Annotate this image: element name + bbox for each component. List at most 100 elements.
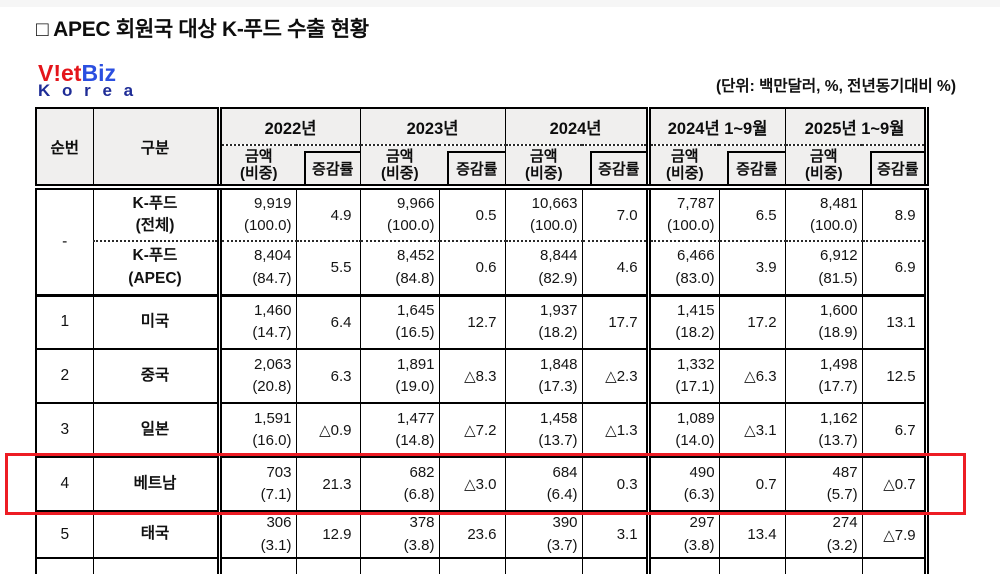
header-period-2024: 2024년 — [504, 108, 649, 146]
row-seq: 5 — [60, 525, 70, 543]
amount-share-cell: 1,848 (17.3) — [504, 349, 583, 403]
rate-label-box: 증감률 — [727, 151, 785, 181]
header-amount-2024: 금액 (비중) — [504, 145, 583, 190]
row-seq: 2 — [60, 367, 70, 384]
row-label: 태국 — [92, 511, 219, 558]
growth-rate-cell: 17.7 — [581, 295, 649, 349]
growth-rate-cell: △7.9 — [861, 511, 927, 558]
growth-rate-cell: 8.9 — [861, 187, 927, 242]
top-edge-strip — [0, 0, 1000, 7]
amount-share-cell: 2,063 (20.8) — [216, 349, 296, 403]
table-row: 5 태국 306 (3.1) 12.9 378 (3.8) 23.6 390 (3.7) 3.… — [36, 511, 927, 558]
amount-share-cell: 7,787 (100.0) — [645, 187, 720, 242]
row-label: K-푸드 (APEC) — [92, 241, 219, 295]
header-rate-2023: 증감률 — [439, 145, 506, 190]
header-rate-2025-ytd: 증감률 — [862, 145, 927, 190]
growth-rate-cell: 3.9 — [718, 241, 786, 295]
amount-share-cell: 9,966 (100.0) — [359, 187, 440, 242]
amount-share-cell: 1,891 (19.0) — [359, 349, 440, 403]
rate-label-box: 증감률 — [590, 151, 646, 181]
header-seq: 순번 — [36, 108, 93, 190]
table-header: 순번 구분 2022년 2023년 2024년 2024년 1~9월 2025년… — [36, 108, 927, 190]
amount-share-cell: 8,481 (100.0) — [784, 187, 863, 242]
header-amount-2023: 금액 (비중) — [359, 145, 440, 190]
growth-rate-cell: 13.4 — [718, 511, 786, 558]
growth-rate-cell: 17.2 — [718, 295, 786, 349]
header-rate-2024-ytd: 증감률 — [719, 145, 786, 190]
amount-share-cell: 1,477 (14.8) — [359, 403, 440, 457]
header-amount-2022: 금액 (비중) — [216, 145, 296, 190]
row-seq: 1 — [60, 313, 70, 331]
page-title: □ APEC 회원국 대상 K-푸드 수출 현황 — [36, 18, 369, 41]
logo-viet-text: V!et — [38, 60, 82, 86]
row-label: 중국 — [92, 349, 219, 403]
amount-share-cell: 378 (3.8) — [359, 511, 440, 558]
row-seq: 3 — [60, 421, 70, 438]
amount-share-cell: 9,919 (100.0) — [216, 187, 296, 242]
vietbiz-korea-logo: V!etBiz K o r e a — [38, 62, 137, 100]
amount-share-cell: 1,332 (17.1) — [645, 349, 720, 403]
amount-share-cell: 1,089 (14.0) — [645, 403, 720, 457]
growth-rate-cell: 0.7 — [718, 457, 786, 511]
amount-share-cell: 1,937 (18.2) — [504, 295, 583, 349]
growth-rate-cell: 7.0 — [581, 187, 649, 242]
amount-share-cell: 297 (3.8) — [645, 511, 720, 558]
growth-rate-cell: △3.1 — [718, 403, 786, 457]
growth-rate-cell: △2.3 — [581, 349, 649, 403]
growth-rate-cell: △8.3 — [438, 349, 506, 403]
table-row: K-푸드 (APEC) 8,404 (84.7) 5.5 8,452 (84.8) 0.… — [36, 241, 927, 295]
amount-share-cell: 1,162 (13.7) — [784, 403, 863, 457]
amount-share-cell: 1,600 (18.9) — [784, 295, 863, 349]
table-row: - K-푸드 (전체) 9,919 (100.0) 4.9 9,966 (100.0) 0… — [36, 187, 927, 250]
growth-rate-cell: 0.5 — [438, 187, 506, 242]
growth-rate-cell: △7.2 — [438, 403, 506, 457]
amount-share-cell: 1,645 (16.5) — [359, 295, 440, 349]
header-period-2022: 2022년 — [216, 108, 361, 146]
row-label: 베트남 — [92, 457, 219, 511]
amount-share-cell: 6,466 (83.0) — [645, 241, 720, 295]
growth-rate-cell: 3.1 — [581, 511, 649, 558]
header-category: 구분 — [92, 108, 219, 190]
header-period-2023: 2023년 — [359, 108, 506, 146]
table-row: 3 일본 1,591 (16.0) △0.9 1,477 (14.8) △7.2 1,458… — [36, 403, 927, 457]
row-label: 일본 — [92, 403, 219, 457]
logo-korea-text: K o r e a — [38, 81, 137, 100]
amount-share-cell: 6,912 (81.5) — [784, 241, 863, 295]
header-rate-2024: 증감률 — [582, 145, 649, 190]
row-label: 미국 — [92, 295, 219, 349]
amount-share-cell: 703 (7.1) — [216, 457, 296, 511]
table-row: 4 베트남 703 (7.1) 21.3 682 (6.8) △3.0 684 (6.4) 0… — [36, 457, 927, 511]
header-rate-2022: 증감률 — [296, 145, 361, 190]
header-amount-2024-ytd: 금액 (비중) — [645, 145, 720, 190]
amount-share-cell: 684 (6.4) — [504, 457, 583, 511]
table-body: - K-푸드 (전체) 9,919 (100.0) 4.9 9,966 (100.0) 0… — [36, 187, 927, 574]
unit-note: (단위: 백만달러, %, 전년동기대비 %) — [715, 78, 956, 95]
growth-rate-cell: 12.9 — [295, 511, 361, 558]
row-label: K-푸드 (전체) — [92, 187, 219, 242]
growth-rate-cell: 4.9 — [295, 187, 361, 242]
header-period-2024-ytd: 2024년 1~9월 — [645, 108, 786, 146]
rate-label-box: 증감률 — [447, 151, 505, 181]
amount-share-cell: 1,458 (13.7) — [504, 403, 583, 457]
growth-rate-cell: 12.5 — [861, 349, 927, 403]
growth-rate-cell: △0.9 — [295, 403, 361, 457]
amount-share-cell: 306 (3.1) — [216, 511, 296, 558]
header-amount-2025-ytd: 금액 (비중) — [784, 145, 863, 190]
growth-rate-cell: △6.3 — [718, 349, 786, 403]
amount-share-cell: 8,404 (84.7) — [216, 241, 296, 295]
row-seq: - — [62, 232, 68, 250]
logo-biz-text: Biz — [81, 60, 116, 86]
amount-share-cell: 682 (6.8) — [359, 457, 440, 511]
amount-share-cell: 1,591 (16.0) — [216, 403, 296, 457]
row-seq: 4 — [60, 475, 70, 492]
growth-rate-cell: 6.3 — [295, 349, 361, 403]
amount-share-cell: 1,415 (18.2) — [645, 295, 720, 349]
cropped-row-stub — [36, 558, 927, 574]
growth-rate-cell: 12.7 — [438, 295, 506, 349]
logo-line1: V!etBiz — [38, 62, 137, 85]
growth-rate-cell: △3.0 — [438, 457, 506, 511]
rate-label-box: 증감률 — [304, 151, 360, 181]
amount-share-cell: 1,460 (14.7) — [216, 295, 296, 349]
growth-rate-cell: 0.3 — [581, 457, 649, 511]
